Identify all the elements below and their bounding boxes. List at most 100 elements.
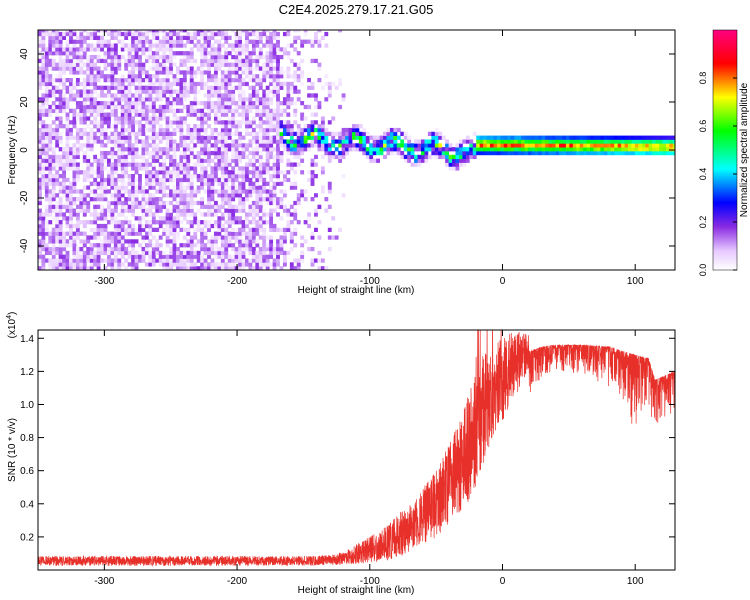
heatmap-cell [82, 101, 87, 106]
heatmap-cell [72, 208, 77, 213]
heatmap-cell [231, 189, 236, 194]
heatmap-cell [134, 74, 139, 79]
heatmap-cell [103, 131, 108, 136]
heatmap-cell [65, 254, 70, 259]
heatmap-cell [248, 262, 253, 267]
heatmap-cell [113, 262, 118, 267]
heatmap-cell [310, 262, 315, 267]
heatmap-cell [407, 154, 412, 160]
heatmap-cell [282, 208, 287, 213]
heatmap-cell [276, 177, 280, 183]
heatmap-cell [552, 150, 556, 156]
heatmap-cell [203, 235, 208, 240]
heatmap-cell [55, 158, 60, 163]
heatmap-cell [269, 220, 274, 225]
heatmap-cell [210, 54, 215, 60]
heatmap-cell [113, 70, 118, 75]
heatmap-cell [245, 112, 249, 117]
heatmap-cell [665, 139, 670, 144]
heatmap-cell [251, 116, 256, 121]
spectrogram-x-ticks: -300 -200 -100 0 100 [94, 30, 644, 287]
heatmap-cell [169, 154, 173, 160]
heatmap-cell [51, 162, 56, 167]
heatmap-cell [324, 74, 329, 79]
heatmap-cell [103, 181, 108, 186]
heatmap-cell [238, 62, 242, 67]
heatmap-cell [196, 30, 201, 33]
heatmap-cell [93, 124, 98, 129]
heatmap-cell [65, 220, 70, 225]
heatmap-cell [362, 150, 367, 156]
heatmap-cell [414, 143, 418, 148]
heatmap-cell [113, 35, 118, 40]
heatmap-cell [113, 47, 118, 52]
heatmap-cell [245, 174, 249, 179]
heatmap-cell [141, 158, 146, 163]
heatmap-cell [217, 31, 222, 37]
heatmap-cell [227, 85, 232, 90]
heatmap-cell [276, 254, 280, 259]
heatmap-cell [138, 66, 142, 71]
heatmap-cell [400, 150, 405, 156]
heatmap-cell [289, 97, 294, 102]
heatmap-cell [100, 177, 104, 183]
heatmap-cell [210, 181, 215, 186]
heatmap-cell [672, 147, 675, 152]
heatmap-cell [469, 143, 474, 148]
heatmap-cell [169, 39, 173, 44]
heatmap-cell [265, 154, 270, 160]
heatmap-cell [241, 58, 246, 64]
heatmap-cell [496, 143, 501, 148]
heatmap-cell [127, 143, 132, 148]
heatmap-cell [255, 108, 260, 113]
heatmap-cell [189, 127, 194, 133]
heatmap-cell [282, 227, 287, 232]
heatmap-cell [138, 174, 142, 179]
heatmap-cell [155, 197, 160, 202]
heatmap-cell [96, 266, 101, 270]
heatmap-cell [341, 135, 346, 140]
heatmap-cell [276, 197, 280, 202]
heatmap-cell [248, 185, 253, 190]
heatmap-cell [279, 189, 284, 194]
heatmap-cell [93, 154, 98, 160]
heatmap-cell [179, 200, 184, 206]
heatmap-cell [131, 254, 136, 259]
heatmap-cell [269, 239, 274, 244]
heatmap-cell [120, 135, 125, 140]
heatmap-cell [210, 31, 215, 37]
heatmap-cell [189, 139, 194, 144]
heatmap-cell [186, 35, 191, 40]
heatmap-cell [262, 231, 267, 236]
heatmap-cell [234, 216, 239, 221]
heatmap-cell [55, 262, 60, 267]
heatmap-cell [448, 158, 453, 163]
heatmap-cell [165, 104, 170, 110]
heatmap-cell [431, 135, 436, 140]
heatmap-cell [62, 51, 67, 56]
heatmap-cell [55, 223, 60, 229]
heatmap-cell [614, 135, 619, 140]
heatmap-cell [93, 131, 98, 136]
heatmap-cell [210, 85, 215, 90]
heatmap-cell [648, 135, 653, 140]
heatmap-cell [265, 112, 270, 117]
heatmap-cell [44, 193, 49, 198]
heatmap-cell [158, 116, 163, 121]
heatmap-cell [89, 212, 94, 217]
heatmap-cell [279, 139, 284, 144]
heatmap-cell [272, 166, 277, 171]
heatmap-cell [44, 97, 49, 102]
heatmap-cell [141, 258, 146, 263]
heatmap-cell [89, 78, 94, 83]
heatmap-cell [224, 193, 229, 198]
heatmap-cell [107, 51, 111, 56]
heatmap-cell [148, 97, 153, 102]
heatmap-cell [58, 174, 63, 179]
heatmap-cell [69, 262, 73, 267]
heatmap-cell [286, 158, 291, 163]
heatmap-cell [96, 120, 101, 125]
heatmap-cell [179, 220, 184, 225]
heatmap-cell [93, 31, 98, 37]
heatmap-cell [217, 89, 222, 94]
